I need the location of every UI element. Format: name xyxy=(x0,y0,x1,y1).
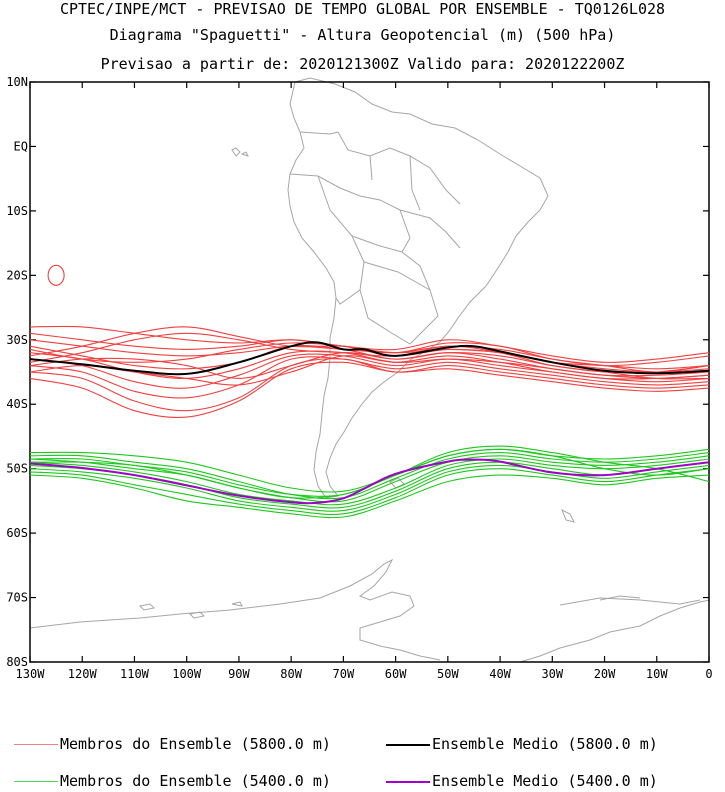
legend-item-mean-5800: Ensemble Medio (5800.0 m) xyxy=(386,735,658,753)
legend-swatch-members-5400 xyxy=(14,781,58,782)
antarctic-peninsula xyxy=(29,558,441,661)
axis-ticks xyxy=(29,81,710,663)
x-tick-label: 120W xyxy=(68,667,98,681)
x-tick-label: 0 xyxy=(705,667,712,681)
member-line-5400 xyxy=(29,455,710,503)
legend-label: Ensemble Medio (5800.0 m) xyxy=(432,735,658,753)
legend-label: Membros do Ensemble (5400.0 m) xyxy=(60,772,331,790)
ensemble-mean-5800-line xyxy=(29,341,710,376)
ensemble-mean-5400-line xyxy=(29,458,710,505)
y-tick-label: 10N xyxy=(6,75,28,89)
legend-item-members-5800: Membros do Ensemble (5800.0 m) xyxy=(14,735,331,753)
x-tick-label: 10W xyxy=(646,667,668,681)
x-tick-label: 40W xyxy=(489,667,511,681)
member-line-5400 xyxy=(29,452,710,500)
x-tick-label: 110W xyxy=(120,667,150,681)
member-line-5400 xyxy=(29,474,710,519)
x-tick-label: 80W xyxy=(280,667,302,681)
chart-title-line2: Diagrama "Spaguetti" - Altura Geopotenci… xyxy=(109,26,616,44)
legend-swatch-members-5800 xyxy=(14,744,58,745)
member-line-5400 xyxy=(29,464,710,512)
member-line-5800 xyxy=(29,332,710,363)
y-tick-label: 30S xyxy=(6,333,28,347)
x-tick-label: 60W xyxy=(385,667,407,681)
member-line-5800 xyxy=(29,356,710,399)
antarctica-coast xyxy=(519,599,711,663)
y-tick-label: 20S xyxy=(6,268,28,282)
x-tick-label: 130W xyxy=(16,667,46,681)
x-tick-label: 30W xyxy=(541,667,563,681)
antarctic-islands xyxy=(138,601,243,619)
legend-swatch-mean-5400 xyxy=(386,780,430,783)
legend-label: Ensemble Medio (5400.0 m) xyxy=(432,772,658,790)
galapagos-islands xyxy=(231,147,249,157)
member-line-5800 xyxy=(29,361,710,419)
x-tick-label: 20W xyxy=(594,667,616,681)
members-5800-group xyxy=(29,264,710,419)
weddell-islands xyxy=(559,595,701,606)
chart-title-line3: Previsao a partir de: 2020121300Z Valido… xyxy=(100,55,625,73)
country-borders xyxy=(289,131,461,345)
member-line-5800 xyxy=(29,358,710,412)
y-tick-label: 80S xyxy=(6,655,28,669)
legend-item-members-5400: Membros do Ensemble (5400.0 m) xyxy=(14,772,331,790)
ensemble-mean-group xyxy=(29,341,710,505)
y-tick-label: 70S xyxy=(6,591,28,605)
member-closed-contour-5800 xyxy=(47,264,65,286)
south-america-coast xyxy=(287,77,549,499)
member-line-5400 xyxy=(29,445,710,499)
member-line-5400 xyxy=(29,448,710,493)
y-tick-label: 50S xyxy=(6,462,28,476)
member-line-5400 xyxy=(29,458,710,506)
members-5400-group xyxy=(29,445,710,519)
x-tick-label: 100W xyxy=(172,667,202,681)
x-tick-label: 90W xyxy=(228,667,250,681)
member-line-5800 xyxy=(29,355,710,386)
legend-label: Membros do Ensemble (5800.0 m) xyxy=(60,735,331,753)
x-tick-label: 50W xyxy=(437,667,459,681)
legend-swatch-mean-5800 xyxy=(386,743,430,746)
legend-item-mean-5400: Ensemble Medio (5400.0 m) xyxy=(386,772,658,790)
y-tick-label: 10S xyxy=(6,204,28,218)
member-line-5400 xyxy=(29,468,710,515)
x-tick-label: 70W xyxy=(333,667,355,681)
chart-title-line1: CPTEC/INPE/MCT - PREVISAO DE TEMPO GLOBA… xyxy=(59,0,666,18)
member-line-5800 xyxy=(29,342,710,373)
tick-labels: 130W 120W 110W 100W 90W 80W 70W 60W 50W 40W 30W 20W… xyxy=(6,75,712,681)
coastline-map xyxy=(29,77,711,663)
y-tick-label: EQ xyxy=(14,139,28,153)
y-tick-label: 60S xyxy=(6,526,28,540)
south-georgia xyxy=(561,508,575,523)
member-line-5800 xyxy=(29,352,710,379)
y-tick-label: 40S xyxy=(6,397,28,411)
